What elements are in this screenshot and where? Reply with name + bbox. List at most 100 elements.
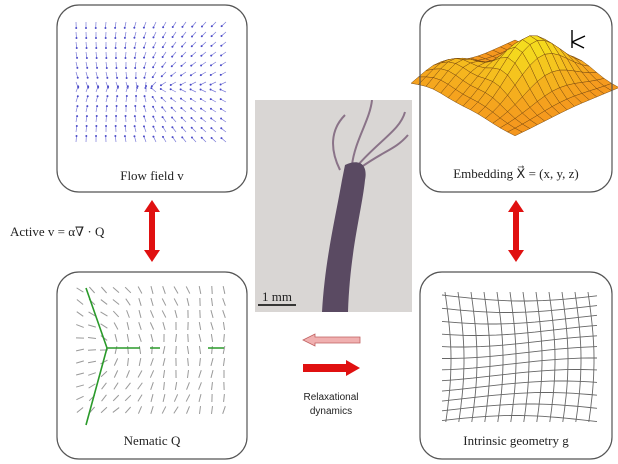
director: [138, 334, 142, 342]
flow-arrow-head: [161, 65, 164, 68]
flow-arrow-head: [95, 125, 98, 128]
flow-arrow-head: [95, 115, 98, 118]
flow-arrow-head: [210, 44, 213, 47]
director: [88, 372, 96, 376]
flow-arrow: [162, 126, 167, 133]
flow-arrow-head: [76, 76, 79, 79]
director: [162, 286, 166, 294]
flow-arrow-head: [123, 26, 126, 29]
flow-arrow-head: [76, 66, 79, 69]
flow-arrow: [181, 137, 187, 143]
metric-grid-line: [574, 291, 582, 423]
flow-arrow-head: [219, 83, 222, 86]
director: [150, 286, 154, 294]
flow-arrow-head: [161, 36, 164, 39]
director: [88, 286, 96, 294]
flow-arrow: [190, 98, 197, 103]
director: [173, 394, 179, 402]
flow-arrow: [220, 81, 227, 85]
flow-arrow-head: [209, 107, 212, 110]
flow-arrow-head: [171, 45, 174, 48]
director: [198, 333, 202, 343]
flow-arrow-head: [200, 45, 203, 48]
director: [112, 310, 120, 318]
panel-frame: [56, 4, 248, 193]
flow-arrow-head: [124, 115, 127, 118]
flow-arrow: [181, 61, 187, 67]
flow-arrow-head: [124, 46, 127, 49]
director: [162, 322, 166, 330]
flow-arrow-head: [210, 136, 213, 139]
flow-arrow-head: [87, 85, 90, 88]
flow-arrow-head: [181, 35, 184, 38]
director: [162, 357, 166, 367]
director: [173, 406, 179, 414]
flow-arrow: [162, 51, 167, 58]
metric-grid-line: [535, 291, 543, 423]
flow-arrow-head: [180, 74, 183, 77]
flow-arrow-head: [200, 136, 203, 139]
director: [161, 406, 167, 414]
flow-arrow-head: [142, 46, 145, 49]
flow-arrow-head: [117, 85, 120, 88]
decorations: [75, 21, 618, 426]
director: [127, 357, 129, 367]
flow-arrow-head: [169, 83, 172, 86]
surface-patch: [507, 127, 523, 137]
flow-arrow-head: [126, 85, 129, 88]
flow-arrow: [152, 61, 157, 68]
director: [126, 370, 130, 378]
flow-arrow: [95, 116, 98, 123]
flow-arrow-head: [180, 55, 183, 58]
flow-arrow-head: [181, 136, 184, 139]
metric-grid-line: [457, 291, 465, 423]
flow-arrow: [114, 31, 117, 39]
flow-arrow-head: [189, 97, 192, 100]
flow-arrow: [105, 106, 108, 113]
director: [210, 322, 214, 330]
director: [186, 406, 190, 414]
flow-arrow-head: [115, 66, 118, 69]
director: [100, 323, 108, 329]
director: [162, 393, 166, 403]
flow-arrow-head: [143, 66, 146, 69]
flow-arrow: [221, 137, 227, 143]
flow-arrow-head: [152, 36, 155, 39]
flow-arrow: [75, 96, 79, 103]
flow-arrow: [143, 21, 147, 28]
flow-arrow-head: [143, 115, 146, 118]
flow-arrow: [210, 61, 217, 66]
flow-arrow-head: [76, 95, 79, 98]
active-label: Active v = α∇ · Q: [10, 224, 105, 239]
flow-arrow: [201, 51, 207, 57]
flow-arrow: [181, 31, 187, 37]
flow-arrow: [153, 41, 157, 48]
flow-arrow: [143, 106, 147, 113]
flow-arrow-head: [114, 135, 117, 138]
flow-arrow: [75, 71, 79, 78]
director: [210, 297, 214, 307]
flow-arrow-head: [134, 76, 137, 79]
flow-arrow-head: [152, 105, 155, 108]
flow-arrow-head: [143, 105, 146, 108]
flow-arrow-head: [143, 76, 146, 79]
flow-arrow-head: [190, 55, 193, 58]
axes-mark: [571, 30, 586, 49]
director: [137, 382, 143, 390]
flow-arrow-head: [105, 125, 108, 128]
flow-arrow-head: [161, 106, 164, 109]
flow-arrow-head: [75, 46, 78, 49]
director: [124, 406, 132, 414]
flow-arrow-head: [189, 83, 192, 86]
director: [124, 394, 132, 402]
flow-arrow-head: [142, 36, 145, 39]
director: [112, 394, 120, 402]
director: [126, 333, 130, 343]
metric-grid-line: [441, 294, 598, 302]
director: [76, 324, 84, 328]
flow-arrow-head: [114, 36, 117, 39]
flow-arrow-head: [151, 96, 154, 99]
flow-arrow-head: [220, 117, 223, 120]
arrow-right: [303, 360, 360, 376]
flow-arrow-head: [171, 136, 174, 139]
